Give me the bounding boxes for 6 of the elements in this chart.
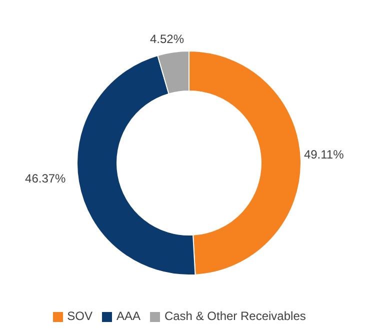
data-label: 49.11% [304, 148, 344, 162]
data-label: 4.52% [150, 32, 184, 46]
data-label: 46.37% [25, 171, 66, 186]
legend-label: SOV [67, 309, 92, 323]
legend-label: Cash & Other Receivables [164, 309, 306, 323]
legend-label: AAA [116, 309, 140, 323]
